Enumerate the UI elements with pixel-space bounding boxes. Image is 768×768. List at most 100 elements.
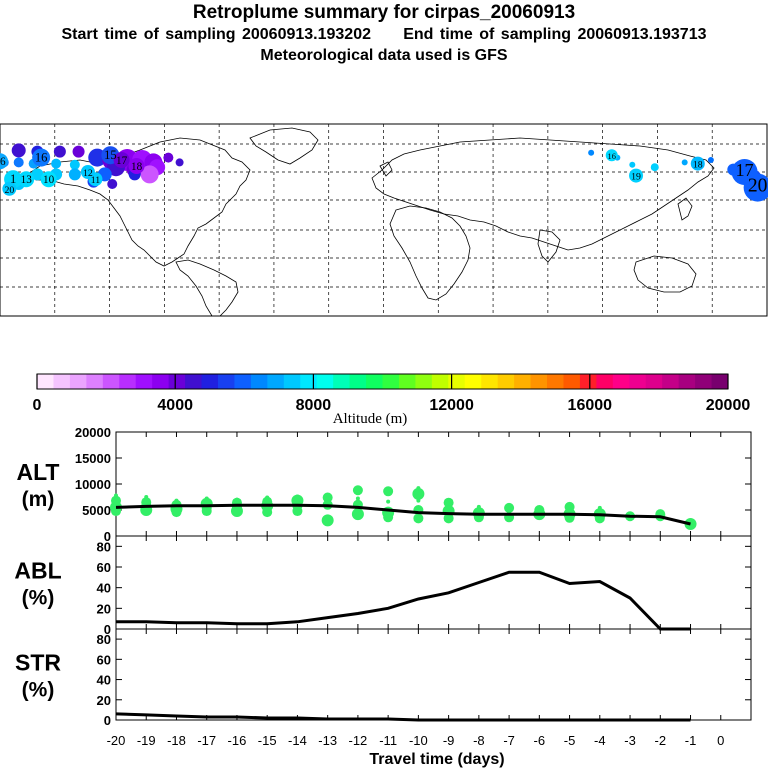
- colorbar-swatch: [596, 374, 614, 389]
- colorbar-swatch: [102, 374, 120, 389]
- greenland-outline: [249, 127, 319, 165]
- plume-marker: [707, 157, 714, 163]
- plume-marker: [18, 171, 35, 188]
- plume-marker: [128, 158, 145, 174]
- plume-marker: [11, 143, 26, 158]
- plume-day-label: 19: [631, 172, 641, 183]
- x-tick-label: -13: [318, 733, 337, 748]
- x-tick-label: -17: [197, 733, 216, 748]
- altitude-point: [174, 498, 179, 503]
- y-tick-label: 0: [104, 713, 111, 728]
- altitude-point: [111, 495, 121, 506]
- altitude-point: [230, 505, 243, 518]
- x-tick-label: -8: [473, 733, 485, 748]
- japan-outline: [677, 197, 693, 221]
- plume-marker: [2, 181, 17, 196]
- x-axis-title: Travel time (days): [369, 751, 504, 768]
- plume-day-label: 15: [104, 148, 117, 162]
- altitude-point: [292, 506, 303, 517]
- altitude-point: [684, 518, 697, 531]
- plume-marker: [69, 159, 80, 170]
- india-outline: [537, 229, 561, 263]
- altitude-point: [171, 507, 182, 518]
- altitude-point: [412, 487, 425, 500]
- colorbar-swatch: [69, 374, 87, 389]
- met-data-label: Meteorological data used is GFS: [260, 47, 508, 64]
- panel-label: ABL: [14, 558, 61, 584]
- altitude-point: [383, 512, 394, 523]
- colorbar-swatch: [497, 374, 515, 389]
- colorbar-swatch: [135, 374, 153, 389]
- x-tick-label: -12: [349, 733, 368, 748]
- plume-marker: [53, 145, 66, 158]
- plume-day-label: 18: [693, 160, 703, 171]
- colorbar-swatch: [217, 374, 235, 389]
- x-tick-label: 0: [717, 733, 724, 748]
- altitude-point: [386, 499, 391, 504]
- x-tick-label: -19: [137, 733, 156, 748]
- panel-label: STR: [15, 650, 61, 676]
- panel-unit-label: (%): [22, 679, 55, 702]
- y-tick-label: 60: [97, 560, 111, 575]
- plume-marker: [40, 171, 57, 188]
- plume-day-label: 11: [91, 175, 101, 186]
- colorbar-swatch: [612, 374, 630, 389]
- x-tick-label: -10: [409, 733, 428, 748]
- world-map: 1111210131615171816201619181720: [0, 123, 768, 317]
- x-tick-label: -1: [685, 733, 697, 748]
- plume-day-label: 12: [83, 168, 93, 179]
- y-tick-label: 80: [97, 632, 111, 647]
- colorbar-swatch: [398, 374, 416, 389]
- colorbar-swatch: [695, 374, 713, 389]
- panel-frame: [115, 535, 752, 630]
- uk-outline: [379, 161, 393, 177]
- south-america-outline: [175, 259, 239, 317]
- plume-markers: [0, 143, 768, 202]
- series-line: [116, 570, 691, 631]
- colorbar-swatch: [678, 374, 696, 389]
- y-tick-label: 80: [97, 539, 111, 554]
- colorbar-swatch: [349, 374, 367, 389]
- colorbar-swatch: [316, 374, 334, 389]
- altitude-point: [321, 514, 334, 527]
- plot-title: Retroplume summary for cirpas_20060913: [192, 2, 576, 23]
- plume-day-label: 1: [10, 172, 16, 186]
- africa-outline: [389, 205, 471, 301]
- plume-day-label: 10: [43, 174, 55, 186]
- coastlines: [27, 127, 715, 317]
- y-tick-label: 60: [97, 652, 111, 667]
- colorbar-swatch: [629, 374, 647, 389]
- plume-marker: [629, 161, 636, 168]
- plume-marker: [743, 173, 768, 202]
- x-tick-label: -6: [534, 733, 546, 748]
- colorbar-swatch: [53, 374, 71, 389]
- x-tick-label: -14: [288, 733, 307, 748]
- altitude-point: [504, 502, 515, 513]
- colorbar-tick-label: 12000: [429, 397, 474, 414]
- x-tick-label: -2: [655, 733, 667, 748]
- colorbar-swatch: [119, 374, 137, 389]
- colorbar-swatch: [366, 374, 383, 389]
- altitude-colorbar: 0 4000 8000 12000 16000 20000: [33, 373, 750, 414]
- plume-day-label: 17: [735, 160, 753, 180]
- x-tick-label: -3: [624, 733, 636, 748]
- x-tick-label: -9: [443, 733, 455, 748]
- x-tick-label: -18: [167, 733, 186, 748]
- plume-marker: [629, 168, 644, 183]
- plume-day-label: 20: [4, 185, 14, 196]
- colorbar-swatch: [152, 374, 170, 389]
- altitude-point: [413, 513, 424, 524]
- y-tick-label: 10000: [75, 477, 111, 492]
- plume-day-label: 17: [116, 155, 128, 167]
- plume-marker: [80, 165, 95, 179]
- x-tick-label: -11: [379, 733, 397, 748]
- plume-day-labels: 1111210131615171816201619181720: [0, 148, 768, 196]
- eurasia-outline: [371, 137, 715, 251]
- altitude-point: [234, 497, 239, 502]
- panel-abl: 0 20 40 60 80 ABL (%): [14, 535, 752, 637]
- plume-marker: [588, 149, 595, 156]
- y-tick-label: 40: [97, 673, 111, 688]
- plume-marker: [68, 168, 81, 181]
- colorbar-swatch: [481, 374, 499, 389]
- altitude-point: [416, 486, 421, 491]
